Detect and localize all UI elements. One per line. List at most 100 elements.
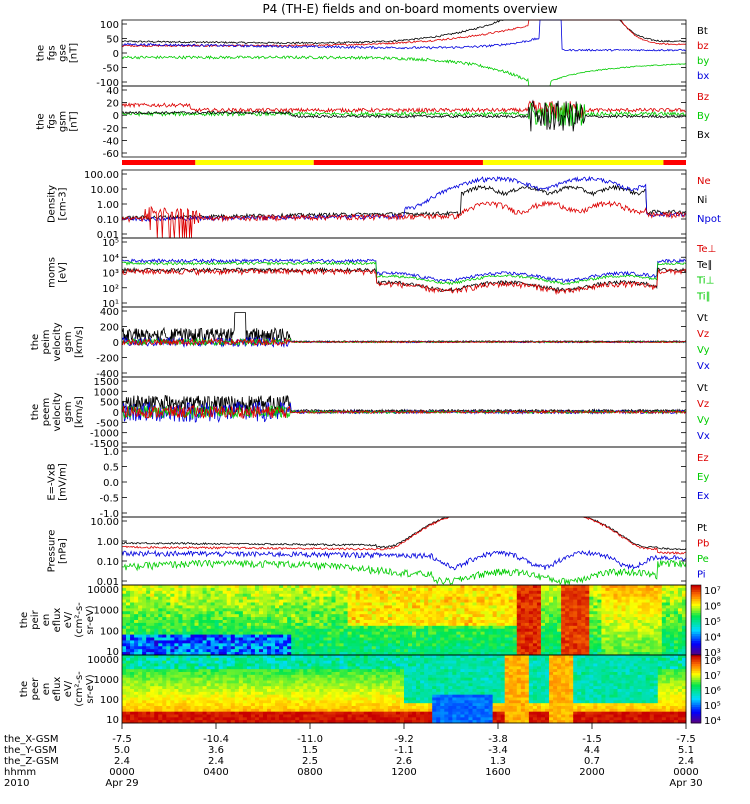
spec-cell <box>255 666 259 669</box>
spec-cell <box>227 709 231 712</box>
spec-cell <box>609 594 613 597</box>
spec-cell <box>601 588 605 591</box>
spec-cell <box>613 588 617 591</box>
spec-cell <box>384 585 388 588</box>
spec-cell <box>263 640 267 643</box>
spec-cell <box>521 635 525 638</box>
spec-cell <box>122 605 126 608</box>
spec-cell <box>235 709 239 712</box>
spec-cell <box>146 655 150 658</box>
spec-cell <box>404 594 408 597</box>
spec-cell <box>613 591 617 594</box>
spec-cell <box>569 611 573 614</box>
spec-cell <box>348 646 352 649</box>
spec-cell <box>291 611 295 614</box>
spec-cell <box>267 597 271 600</box>
spec-cell <box>493 600 497 603</box>
spec-cell <box>279 629 283 632</box>
spec-cell <box>243 675 247 678</box>
spec-cell <box>199 646 203 649</box>
spec-cell <box>468 649 472 652</box>
spec-cell <box>392 646 396 649</box>
spec-cell <box>166 603 170 606</box>
spec-cell <box>444 585 448 588</box>
spec-cell <box>243 629 247 632</box>
spec-cell <box>255 658 259 661</box>
spec-cell <box>138 717 142 720</box>
spec-cell <box>380 611 384 614</box>
spec-cell <box>150 626 154 629</box>
spec-cell <box>295 669 299 672</box>
spec-cell <box>460 588 464 591</box>
spec-cell <box>174 675 178 678</box>
spec-cell <box>271 712 275 715</box>
spec-cell <box>404 638 408 641</box>
spec-cell <box>408 594 412 597</box>
spec-cell <box>307 603 311 606</box>
spec-cell <box>352 643 356 646</box>
spec-cell <box>561 605 565 608</box>
spec-cell <box>654 640 658 643</box>
spec-cell <box>344 591 348 594</box>
spec-cell <box>432 649 436 652</box>
spec-cell <box>295 675 299 678</box>
spec-cell <box>259 605 263 608</box>
spec-cell <box>327 646 331 649</box>
spec-cell <box>174 681 178 684</box>
spec-cell <box>436 620 440 623</box>
spec-cell <box>283 664 287 667</box>
spec-cell <box>259 632 263 635</box>
spec-cell <box>481 638 485 641</box>
spec-cell <box>271 594 275 597</box>
spec-cell <box>291 594 295 597</box>
spec-cell <box>263 689 267 692</box>
spec-cell <box>162 661 166 664</box>
spec-cell <box>678 640 682 643</box>
spec-cell <box>344 617 348 620</box>
spec-cell <box>340 600 344 603</box>
spec-cell <box>525 617 529 620</box>
spec-cell <box>537 608 541 611</box>
spec-cell <box>509 597 513 600</box>
spec-cell <box>255 661 259 664</box>
spec-cell <box>195 695 199 698</box>
spec-cell <box>207 623 211 626</box>
spec-cell <box>182 706 186 709</box>
spec-cell <box>247 661 251 664</box>
spec-cell <box>267 646 271 649</box>
spec-cell <box>376 605 380 608</box>
spec-cell <box>295 594 299 597</box>
spec-cell <box>557 591 561 594</box>
spec-cell <box>142 655 146 658</box>
spec-cell <box>585 603 589 606</box>
spec-cell <box>549 640 553 643</box>
spec-cell <box>513 629 517 632</box>
spec-cell <box>207 638 211 641</box>
spec-cell <box>311 715 315 718</box>
spec-cell <box>597 617 601 620</box>
spec-cell <box>243 603 247 606</box>
spec-cell <box>247 635 251 638</box>
spec-cell <box>162 638 166 641</box>
spec-cell <box>569 626 573 629</box>
spec-cell <box>654 597 658 600</box>
spec-cell <box>126 640 130 643</box>
spec-cell <box>231 640 235 643</box>
spec-cell <box>634 611 638 614</box>
spec-cell <box>166 655 170 658</box>
spec-cell <box>219 692 223 695</box>
spec-cell <box>174 709 178 712</box>
spec-cell <box>174 655 178 658</box>
spec-cell <box>581 617 585 620</box>
spec-cell <box>195 709 199 712</box>
spec-cell <box>432 614 436 617</box>
spec-cell <box>154 632 158 635</box>
spec-cell <box>251 649 255 652</box>
spec-cell <box>340 661 344 664</box>
spec-cell <box>271 585 275 588</box>
spec-cell <box>299 695 303 698</box>
spec-cell <box>573 623 577 626</box>
spec-cell <box>211 594 215 597</box>
spec-cell <box>142 635 146 638</box>
spec-cell <box>247 712 251 715</box>
